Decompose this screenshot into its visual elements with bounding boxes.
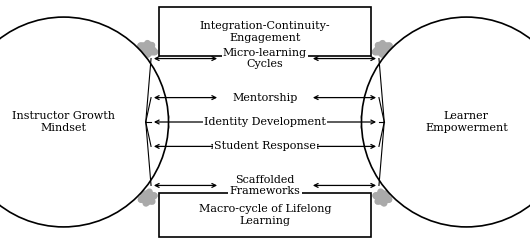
Text: Student Response: Student Response — [214, 142, 316, 151]
Text: Micro-learning
Cycles: Micro-learning Cycles — [223, 48, 307, 69]
Text: Integration-Continuity-
Engagement: Integration-Continuity- Engagement — [200, 21, 330, 42]
Bar — [159, 193, 371, 237]
Text: Identity Development: Identity Development — [204, 117, 326, 127]
Text: Instructor Growth
Mindset: Instructor Growth Mindset — [12, 111, 115, 133]
Text: Mentorship: Mentorship — [232, 93, 298, 102]
Ellipse shape — [361, 17, 530, 227]
Bar — [159, 7, 371, 56]
Text: Scaffolded
Frameworks: Scaffolded Frameworks — [229, 175, 301, 196]
Text: Learner
Empowerment: Learner Empowerment — [425, 111, 508, 133]
Ellipse shape — [0, 17, 169, 227]
Text: Macro-cycle of Lifelong
Learning: Macro-cycle of Lifelong Learning — [199, 204, 331, 225]
